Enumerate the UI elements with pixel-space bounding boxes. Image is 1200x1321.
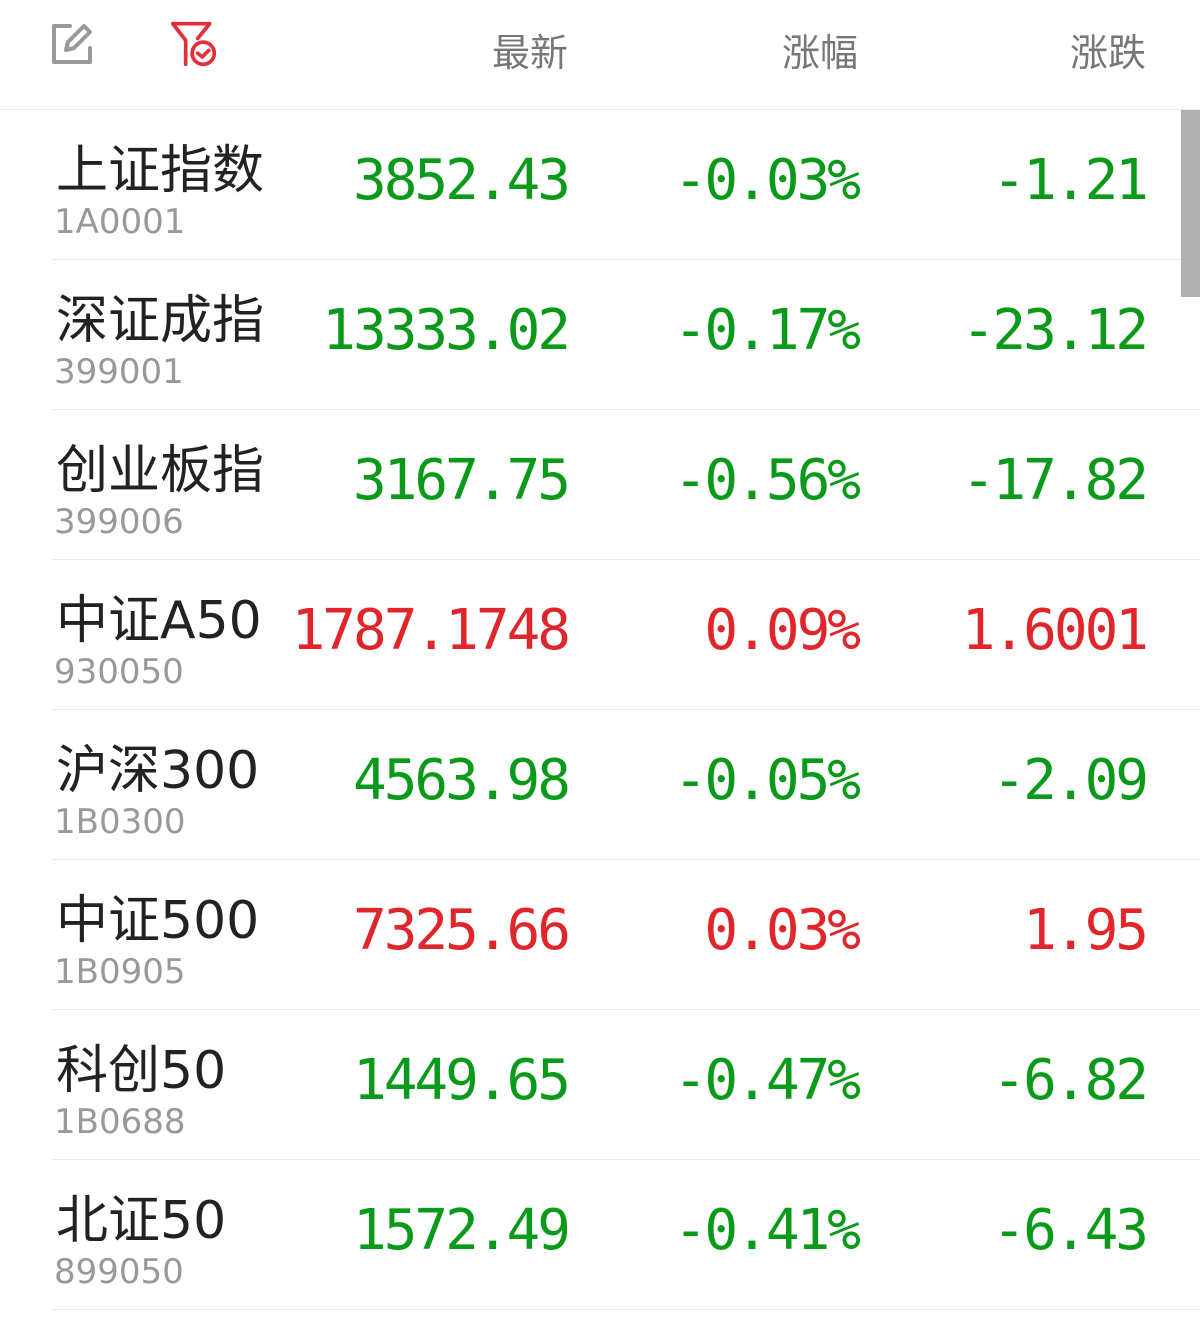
index-code: 1B0905	[54, 952, 186, 992]
change-value: -6.43	[992, 1198, 1149, 1263]
table-row[interactable]: 沪深300 1B0300 4563.98 -0.05% -2.09	[52, 710, 1200, 860]
index-name: 创业板指	[56, 441, 265, 501]
change-percent: 0.09%	[704, 598, 861, 663]
change-percent: -0.17%	[673, 298, 861, 363]
change-value: -1.21	[992, 148, 1149, 213]
latest-price: 1572.49	[352, 1198, 571, 1263]
change-value: 1.95	[1023, 898, 1149, 963]
change-value: 1.6001	[961, 598, 1149, 663]
column-header-change[interactable]: 涨跌	[1069, 31, 1146, 75]
latest-price: 13333.02	[322, 298, 571, 363]
change-percent: -0.41%	[673, 1198, 861, 1263]
index-code: 1B0688	[54, 1102, 186, 1142]
latest-price: 7325.66	[352, 898, 571, 963]
change-percent: 0.03%	[704, 898, 861, 963]
table-row[interactable]: 创业板指 399006 3167.75 -0.56% -17.82	[52, 410, 1200, 560]
edit-icon[interactable]	[48, 20, 96, 68]
change-value: -23.12	[961, 298, 1149, 363]
table-row[interactable]: 中证A50 930050 1787.1748 0.09% 1.6001	[52, 560, 1200, 710]
index-name: 北证50	[56, 1191, 227, 1251]
change-percent: -0.03%	[673, 148, 861, 213]
index-code: 1A0001	[54, 202, 186, 242]
index-code: 930050	[54, 652, 184, 692]
latest-price: 4563.98	[352, 748, 571, 813]
table-row[interactable]: 科创50 1B0688 1449.65 -0.47% -6.82	[52, 1010, 1200, 1160]
change-percent: -0.05%	[673, 748, 861, 813]
index-code: 399006	[54, 502, 184, 542]
index-code: 399001	[54, 352, 184, 392]
table-row[interactable]: 深证成指 399001 13333.02 -0.17% -23.12	[52, 260, 1200, 410]
change-value: -17.82	[961, 448, 1149, 513]
table-row[interactable]: 上证指数 1A0001 3852.43 -0.03% -1.21	[52, 110, 1200, 260]
index-name: 中证A50	[56, 591, 262, 651]
column-header-change-percent[interactable]: 涨幅	[781, 31, 858, 75]
list-header: 最新 涨幅 涨跌	[0, 0, 1200, 110]
column-header-latest[interactable]: 最新	[491, 31, 568, 75]
index-name: 科创50	[56, 1041, 227, 1101]
table-row[interactable]: 中证500 1B0905 7325.66 0.03% 1.95	[52, 860, 1200, 1010]
latest-price: 3167.75	[352, 448, 571, 513]
index-name: 上证指数	[56, 141, 265, 201]
index-code: 1B0300	[54, 802, 186, 842]
index-name: 沪深300	[56, 741, 260, 801]
filter-check-icon[interactable]	[170, 20, 218, 68]
change-percent: -0.56%	[673, 448, 861, 513]
index-name: 中证500	[56, 891, 260, 951]
scrollbar[interactable]	[1181, 110, 1200, 297]
index-code: 899050	[54, 1252, 184, 1292]
index-name: 深证成指	[56, 291, 265, 351]
latest-price: 1787.1748	[291, 598, 571, 663]
latest-price: 3852.43	[352, 148, 571, 213]
change-value: -6.82	[992, 1048, 1149, 1113]
latest-price: 1449.65	[352, 1048, 571, 1113]
table-row[interactable]: 北证50 899050 1572.49 -0.41% -6.43	[52, 1160, 1200, 1310]
change-value: -2.09	[992, 748, 1149, 813]
change-percent: -0.47%	[673, 1048, 861, 1113]
